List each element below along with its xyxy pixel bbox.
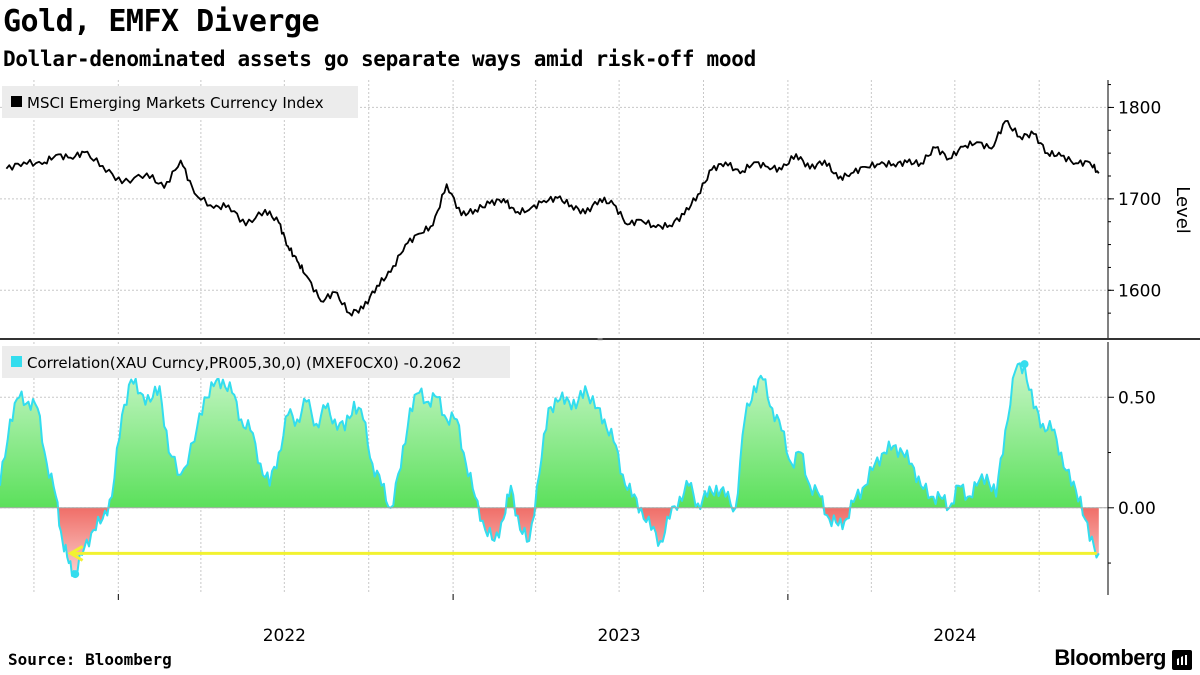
top-y-tick-label: 1700	[1118, 190, 1161, 210]
x-tick-label: 2024	[933, 626, 976, 646]
bottom-y-tick-label: 0.50	[1118, 388, 1156, 408]
x-axis-ticks: 2022 2023 2024	[117, 594, 976, 646]
x-tick-label: 2022	[263, 626, 306, 646]
annotation-arrow	[67, 545, 1097, 562]
x-tick-label: 2023	[597, 626, 640, 646]
top-y-tick-label: 1800	[1118, 98, 1161, 118]
top-legend-box	[2, 86, 358, 118]
top-legend-label: MSCI Emerging Markets Currency Index	[27, 94, 324, 112]
bottom-legend-label: Correlation(XAU Curncy,PR005,30,0) (MXEF…	[27, 354, 462, 372]
annotation-arrow-head	[67, 545, 84, 562]
negative-correlation-area	[0, 507, 1099, 576]
chart-title: Gold, EMFX Diverge	[3, 4, 320, 39]
bottom-legend-box	[2, 346, 510, 378]
bloomberg-logo: Bloomberg	[1054, 645, 1166, 670]
currency-index-line	[5, 120, 1100, 317]
chart-subtitle: Dollar-denominated assets go separate wa…	[3, 47, 756, 71]
correlation-panel: Correlation(XAU Curncy,PR005,30,0) (MXEF…	[0, 342, 1156, 595]
bottom-y-tick-label: 0.00	[1118, 499, 1156, 519]
correlation-line	[0, 362, 1100, 577]
panel-divider-handle[interactable]: ═	[597, 335, 603, 344]
top-gridlines	[0, 80, 1108, 336]
top-y-ticks: 1800 1700 1600	[1108, 84, 1161, 314]
bloomberg-chart-icon	[1172, 650, 1192, 670]
top-y-tick-label: 1600	[1118, 281, 1161, 301]
bottom-legend-swatch	[11, 356, 22, 367]
source-note: Source: Bloomberg	[8, 650, 172, 669]
top-y-axis-label: Level	[1172, 186, 1193, 234]
correlation-high-marker	[1020, 360, 1029, 369]
currency-index-panel: MSCI Emerging Markets Currency Index 180…	[0, 80, 1193, 338]
correlation-low-marker	[71, 570, 80, 579]
bottom-y-ticks: 0.50 0.00	[1108, 388, 1156, 564]
positive-correlation-area	[0, 363, 1099, 508]
top-legend-swatch	[11, 96, 22, 107]
